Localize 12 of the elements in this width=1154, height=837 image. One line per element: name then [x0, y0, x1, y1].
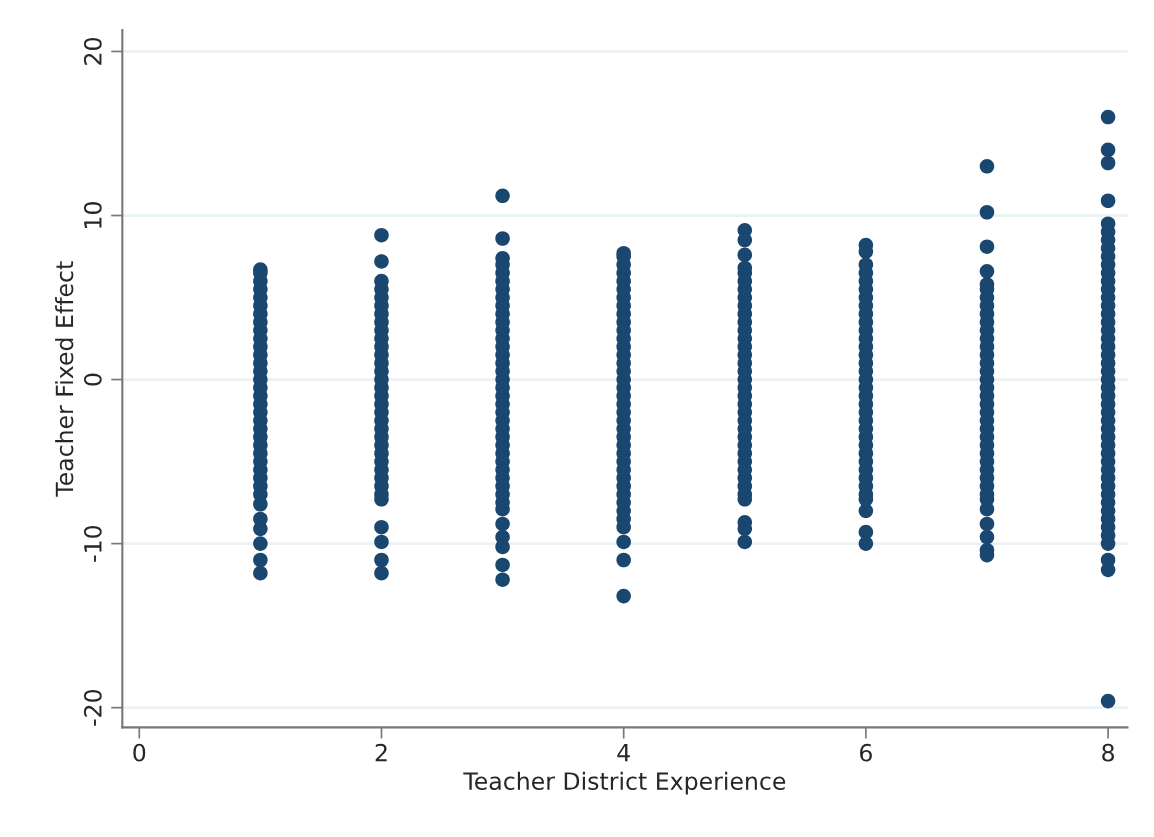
y-axis-title: Teacher Fixed Effect: [55, 261, 74, 497]
x-tick-label: 8: [1102, 743, 1114, 762]
y-tick-label: -20: [83, 689, 102, 726]
x-tick-label: 2: [375, 743, 387, 762]
y-tick-label: 0: [83, 373, 102, 386]
x-tick-label: 0: [133, 743, 146, 762]
y-tick-label: -10: [83, 525, 102, 562]
y-tick-label: 20: [83, 38, 102, 65]
x-tick-label: 4: [617, 744, 630, 762]
x-tick-label: 6: [860, 743, 872, 762]
x-axis-title: Teacher District Experience: [463, 771, 786, 795]
y-tick-label: 10: [83, 202, 102, 228]
